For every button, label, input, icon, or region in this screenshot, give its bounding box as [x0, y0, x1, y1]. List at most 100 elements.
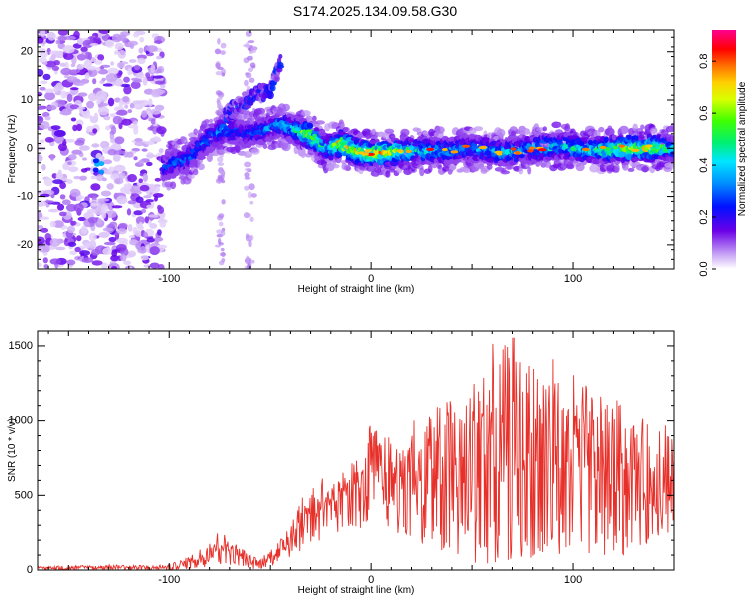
- spectral-blob: [153, 70, 161, 74]
- spectral-blob: [154, 237, 160, 244]
- spectral-blob: [358, 151, 364, 155]
- y-tick-label: 10: [21, 94, 33, 106]
- spectral-blob: [74, 246, 81, 253]
- spectral-blob: [138, 221, 143, 230]
- spectral-blob: [432, 163, 437, 169]
- spectral-blob: [92, 167, 99, 173]
- spectral-blob: [46, 105, 57, 111]
- spectral-blob: [419, 167, 425, 177]
- spectral-blob: [218, 96, 223, 100]
- spectral-blob: [403, 160, 410, 166]
- spectral-blob: [61, 199, 71, 205]
- x-tick-label: 0: [368, 574, 374, 586]
- spectral-blob: [428, 164, 433, 173]
- spectral-blob: [149, 246, 160, 256]
- colorbar-tick-label: 0.4: [698, 157, 710, 172]
- spectral-blob: [123, 260, 132, 266]
- spectral-blob: [92, 37, 101, 42]
- spectral-blob: [250, 259, 255, 264]
- spectral-blob: [249, 62, 256, 68]
- spectral-blob: [357, 162, 362, 167]
- spectral-blob: [74, 139, 85, 146]
- spectral-blob: [267, 91, 274, 100]
- spectral-blob: [306, 122, 313, 129]
- spectral-blob: [39, 139, 45, 143]
- spectral-blob: [141, 148, 148, 152]
- spectral-blob: [60, 67, 72, 76]
- spectral-blob: [60, 90, 67, 99]
- spectral-blob: [511, 130, 517, 137]
- spectral-blob: [97, 103, 108, 107]
- spectral-blob: [215, 71, 223, 76]
- spectral-blob: [116, 227, 127, 235]
- spectral-blob: [220, 230, 226, 236]
- spectral-blob: [388, 168, 396, 173]
- spectral-blob: [133, 210, 143, 216]
- spectral-blob: [110, 125, 117, 135]
- spectral-blob: [39, 121, 50, 130]
- spectral-blob: [214, 244, 222, 248]
- colorbar-label: Normalized spectral amplitude: [737, 81, 748, 216]
- spectral-blob: [43, 264, 49, 269]
- spectral-blob: [143, 195, 152, 199]
- spectral-blob: [220, 247, 225, 252]
- spectral-blob: [43, 200, 55, 204]
- spectral-blob: [73, 175, 81, 180]
- spectral-blob: [69, 104, 80, 110]
- spectral-blob: [38, 147, 46, 151]
- spectral-blob: [128, 59, 137, 63]
- spectral-blob: [114, 78, 123, 87]
- spectral-blob: [133, 79, 143, 83]
- spectrogram-xlabel: Height of straight line (km): [298, 284, 415, 295]
- spectral-blob: [133, 64, 141, 71]
- spectral-blob: [49, 220, 56, 228]
- spectral-blob: [141, 208, 147, 214]
- spectral-blob: [108, 166, 115, 173]
- spectral-blob: [112, 153, 121, 162]
- spectral-blob: [59, 62, 66, 67]
- spectral-blob: [43, 61, 48, 65]
- spectral-blob: [325, 163, 335, 169]
- spectral-blob: [39, 48, 46, 52]
- spectral-blob: [79, 145, 90, 151]
- spectral-blob: [575, 163, 585, 172]
- spectral-blob: [556, 121, 562, 128]
- spectral-blob: [670, 135, 674, 142]
- spectral-blob: [214, 48, 221, 55]
- spectral-blob: [270, 84, 276, 92]
- spectral-blob: [53, 129, 66, 138]
- spectral-blob: [599, 145, 607, 149]
- colorbar-tick-label: 0.6: [698, 105, 710, 120]
- spectral-blob: [312, 115, 317, 122]
- spectral-blob: [42, 73, 51, 81]
- spectral-blob: [221, 199, 226, 205]
- spectral-blob: [79, 250, 91, 256]
- spectral-blob: [70, 220, 77, 226]
- spectral-blob: [38, 106, 44, 111]
- spectral-blob: [47, 138, 56, 142]
- spectral-blob: [77, 216, 87, 222]
- spectral-blob: [38, 225, 44, 229]
- spectral-blob: [651, 128, 657, 135]
- spectral-blob: [49, 50, 61, 55]
- spectral-blob: [89, 43, 99, 47]
- spectral-blob: [87, 92, 98, 102]
- spectral-blob: [88, 232, 97, 242]
- spectral-blob: [579, 141, 585, 147]
- spectral-blob: [43, 177, 54, 187]
- x-tick-label: 0: [368, 273, 374, 285]
- spectral-blob: [144, 216, 149, 224]
- spectral-blob: [132, 33, 140, 38]
- spectral-blob: [211, 141, 220, 148]
- spectral-blob: [83, 242, 91, 249]
- spectral-blob: [256, 107, 266, 115]
- spectral-blob: [249, 200, 254, 205]
- x-tick-label: -100: [158, 574, 180, 586]
- spectral-blob: [86, 100, 95, 109]
- spectral-blob: [518, 168, 524, 175]
- spectral-blob: [97, 198, 110, 202]
- spectral-blob: [80, 78, 90, 84]
- spectral-blob: [515, 129, 521, 135]
- spectral-blob: [244, 161, 252, 168]
